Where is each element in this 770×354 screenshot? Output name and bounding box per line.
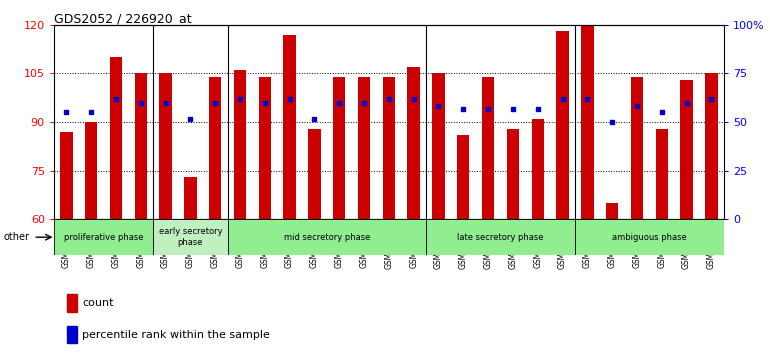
Bar	[531, 119, 544, 219]
Bar	[426, 219, 575, 255]
Bar	[407, 67, 420, 219]
Bar	[556, 31, 569, 219]
Bar	[606, 203, 618, 219]
Text: early secretory
phase: early secretory phase	[159, 228, 223, 247]
Text: other: other	[4, 232, 30, 242]
Bar	[507, 129, 519, 219]
Bar	[135, 73, 147, 219]
Text: ambiguous phase: ambiguous phase	[612, 233, 687, 242]
Bar	[308, 129, 320, 219]
Bar	[259, 77, 271, 219]
Bar	[482, 77, 494, 219]
Bar	[153, 219, 228, 255]
Bar	[228, 219, 426, 255]
Text: count: count	[82, 298, 113, 308]
Bar	[681, 80, 693, 219]
Bar	[655, 129, 668, 219]
Bar	[209, 77, 222, 219]
Bar	[234, 70, 246, 219]
Text: proliferative phase: proliferative phase	[64, 233, 143, 242]
Text: late secretory phase: late secretory phase	[457, 233, 544, 242]
Bar	[54, 219, 153, 255]
Bar	[358, 77, 370, 219]
Bar	[333, 77, 346, 219]
Bar	[631, 77, 643, 219]
Bar	[184, 177, 196, 219]
Bar	[283, 34, 296, 219]
Text: mid secretory phase: mid secretory phase	[283, 233, 370, 242]
Bar	[109, 57, 122, 219]
Text: percentile rank within the sample: percentile rank within the sample	[82, 330, 270, 339]
Bar	[67, 294, 77, 312]
Bar	[67, 326, 77, 343]
Bar	[432, 73, 444, 219]
Bar	[85, 122, 97, 219]
Bar	[457, 135, 470, 219]
Bar	[159, 73, 172, 219]
Bar	[705, 73, 718, 219]
Bar	[60, 132, 72, 219]
Text: GDS2052 / 226920_at: GDS2052 / 226920_at	[54, 12, 192, 25]
Bar	[575, 219, 724, 255]
Bar	[383, 77, 395, 219]
Bar	[581, 25, 594, 219]
